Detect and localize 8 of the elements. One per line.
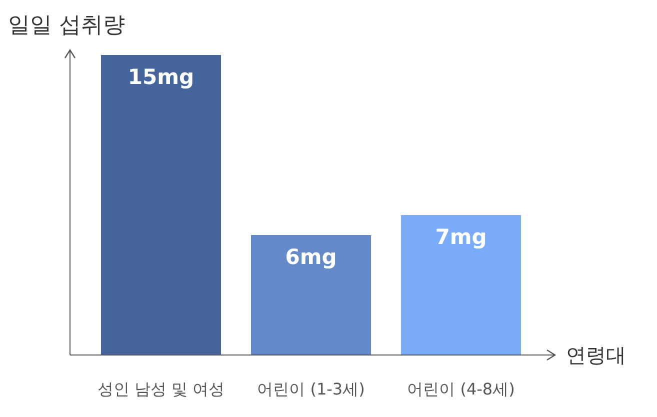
x-axis-title: 연령대 [566, 342, 626, 369]
x-tick-label: 어린이 (4-8세) [407, 379, 515, 398]
x-tick-label: 성인 남성 및 여성 [97, 379, 225, 398]
data-label: 6mg [285, 244, 337, 269]
y-axis-title: 일일 섭취량 [8, 12, 125, 40]
data-label: 15mg [128, 64, 194, 89]
data-label: 7mg [435, 224, 487, 249]
x-tick-label: 어린이 (1-3세) [257, 379, 365, 398]
